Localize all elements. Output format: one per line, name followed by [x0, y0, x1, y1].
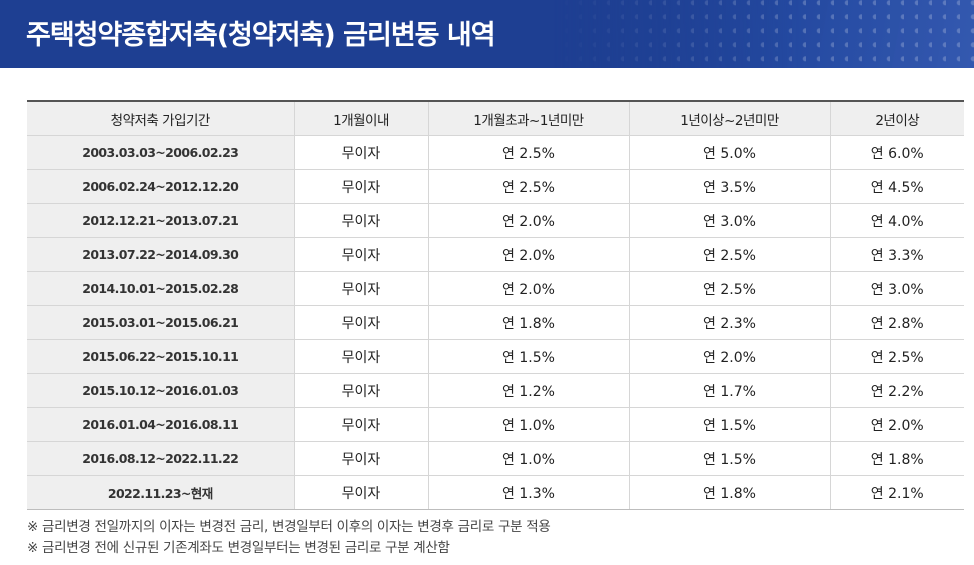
over-2-years-cell: 연 1.8% [829, 441, 964, 476]
period-cell: 2015.03.01~2015.06.21 [27, 305, 294, 340]
page-title: 주택청약종합저축(청약저축) 금리변동 내역 [26, 20, 496, 51]
1-month-to-1-year-cell: 연 1.8% [427, 305, 629, 340]
table-row: 2015.10.12~2016.01.03 무이자 연 1.2% 연 1.7% 연 2.… [27, 373, 964, 408]
table-row: 2022.11.23~현재 무이자 연 1.3% 연 1.8% 연 2.1% [27, 475, 964, 510]
1-month-to-1-year-cell: 연 2.5% [427, 169, 629, 204]
table-row: 2015.03.01~2015.06.21 무이자 연 1.8% 연 2.3% 연 2.… [27, 305, 964, 340]
over-2-years-cell: 연 2.2% [829, 373, 964, 408]
table-row: 2013.07.22~2014.09.30 무이자 연 2.0% 연 2.5% 연 3.… [27, 237, 964, 272]
within-1-month-cell: 무이자 [293, 475, 428, 510]
footnote: ※ 금리변경 전일까지의 이자는 변경전 금리, 변경일부터 이후의 이자는 변… [27, 519, 551, 535]
period-cell: 2015.10.12~2016.01.03 [27, 373, 294, 408]
period-cell: 2003.03.03~2006.02.23 [27, 135, 294, 170]
table-row: 2015.06.22~2015.10.11 무이자 연 1.5% 연 2.0% 연 2.… [27, 339, 964, 374]
period-cell: 2013.07.22~2014.09.30 [27, 237, 294, 272]
1-month-to-1-year-cell: 연 2.5% [427, 135, 629, 170]
table-row: 2014.10.01~2015.02.28 무이자 연 2.0% 연 2.5% 연 3.… [27, 271, 964, 306]
interest-rate-table: 청약저축 가입기간 1개월이내 1개월초과~1년미만 1년이상~2년미만 2년이… [27, 100, 964, 510]
interest-rate-table-container: 청약저축 가입기간 1개월이내 1개월초과~1년미만 1년이상~2년미만 2년이… [27, 100, 964, 510]
column-header-within-1-month: 1개월이내 [293, 100, 428, 136]
table-row: 2003.03.03~2006.02.23 무이자 연 2.5% 연 5.0% 연 6.… [27, 135, 964, 170]
within-1-month-cell: 무이자 [293, 339, 428, 374]
period-cell: 2016.08.12~2022.11.22 [27, 441, 294, 476]
1-to-2-years-cell: 연 3.5% [628, 169, 830, 204]
1-to-2-years-cell: 연 1.5% [628, 441, 830, 476]
1-to-2-years-cell: 연 3.0% [628, 203, 830, 238]
1-to-2-years-cell: 연 1.5% [628, 407, 830, 442]
table-row: 2016.01.04~2016.08.11 무이자 연 1.0% 연 1.5% 연 2.… [27, 407, 964, 442]
period-cell: 2014.10.01~2015.02.28 [27, 271, 294, 306]
within-1-month-cell: 무이자 [293, 237, 428, 272]
column-header-1-month-to-1-year: 1개월초과~1년미만 [427, 100, 629, 136]
column-header-period: 청약저축 가입기간 [27, 100, 294, 136]
1-month-to-1-year-cell: 연 2.0% [427, 271, 629, 306]
1-month-to-1-year-cell: 연 1.2% [427, 373, 629, 408]
page-header: 주택청약종합저축(청약저축) 금리변동 내역 [0, 0, 974, 68]
column-header-over-2-years: 2년이상 [829, 100, 964, 136]
1-month-to-1-year-cell: 연 1.5% [427, 339, 629, 374]
within-1-month-cell: 무이자 [293, 271, 428, 306]
over-2-years-cell: 연 2.5% [829, 339, 964, 374]
over-2-years-cell: 연 3.0% [829, 271, 964, 306]
1-month-to-1-year-cell: 연 1.3% [427, 475, 629, 510]
header-decoration [554, 0, 974, 68]
footnote: ※ 금리변경 전에 신규된 기존계좌도 변경일부터는 변경된 금리로 구분 계산… [27, 540, 450, 556]
1-to-2-years-cell: 연 2.3% [628, 305, 830, 340]
1-to-2-years-cell: 연 2.5% [628, 237, 830, 272]
1-month-to-1-year-cell: 연 1.0% [427, 441, 629, 476]
table-body: 2003.03.03~2006.02.23 무이자 연 2.5% 연 5.0% 연 6.… [27, 135, 964, 510]
within-1-month-cell: 무이자 [293, 305, 428, 340]
1-month-to-1-year-cell: 연 1.0% [427, 407, 629, 442]
table-row: 2006.02.24~2012.12.20 무이자 연 2.5% 연 3.5% 연 4.… [27, 169, 964, 204]
table-row: 2012.12.21~2013.07.21 무이자 연 2.0% 연 3.0% 연 4.… [27, 203, 964, 238]
over-2-years-cell: 연 2.1% [829, 475, 964, 510]
period-cell: 2016.01.04~2016.08.11 [27, 407, 294, 442]
over-2-years-cell: 연 4.5% [829, 169, 964, 204]
period-cell: 2006.02.24~2012.12.20 [27, 169, 294, 204]
footnotes: ※ 금리변경 전일까지의 이자는 변경전 금리, 변경일부터 이후의 이자는 변… [27, 517, 551, 559]
period-cell: 2022.11.23~현재 [27, 475, 294, 510]
1-to-2-years-cell: 연 5.0% [628, 135, 830, 170]
table-row: 2016.08.12~2022.11.22 무이자 연 1.0% 연 1.5% 연 1.… [27, 441, 964, 476]
over-2-years-cell: 연 4.0% [829, 203, 964, 238]
1-to-2-years-cell: 연 1.7% [628, 373, 830, 408]
1-to-2-years-cell: 연 2.0% [628, 339, 830, 374]
table-header-row: 청약저축 가입기간 1개월이내 1개월초과~1년미만 1년이상~2년미만 2년이… [27, 100, 964, 136]
1-to-2-years-cell: 연 2.5% [628, 271, 830, 306]
1-month-to-1-year-cell: 연 2.0% [427, 203, 629, 238]
within-1-month-cell: 무이자 [293, 407, 428, 442]
period-cell: 2012.12.21~2013.07.21 [27, 203, 294, 238]
within-1-month-cell: 무이자 [293, 203, 428, 238]
over-2-years-cell: 연 6.0% [829, 135, 964, 170]
within-1-month-cell: 무이자 [293, 135, 428, 170]
over-2-years-cell: 연 2.8% [829, 305, 964, 340]
column-header-1-to-2-years: 1년이상~2년미만 [628, 100, 830, 136]
within-1-month-cell: 무이자 [293, 169, 428, 204]
1-to-2-years-cell: 연 1.8% [628, 475, 830, 510]
period-cell: 2015.06.22~2015.10.11 [27, 339, 294, 374]
within-1-month-cell: 무이자 [293, 373, 428, 408]
1-month-to-1-year-cell: 연 2.0% [427, 237, 629, 272]
over-2-years-cell: 연 3.3% [829, 237, 964, 272]
within-1-month-cell: 무이자 [293, 441, 428, 476]
over-2-years-cell: 연 2.0% [829, 407, 964, 442]
